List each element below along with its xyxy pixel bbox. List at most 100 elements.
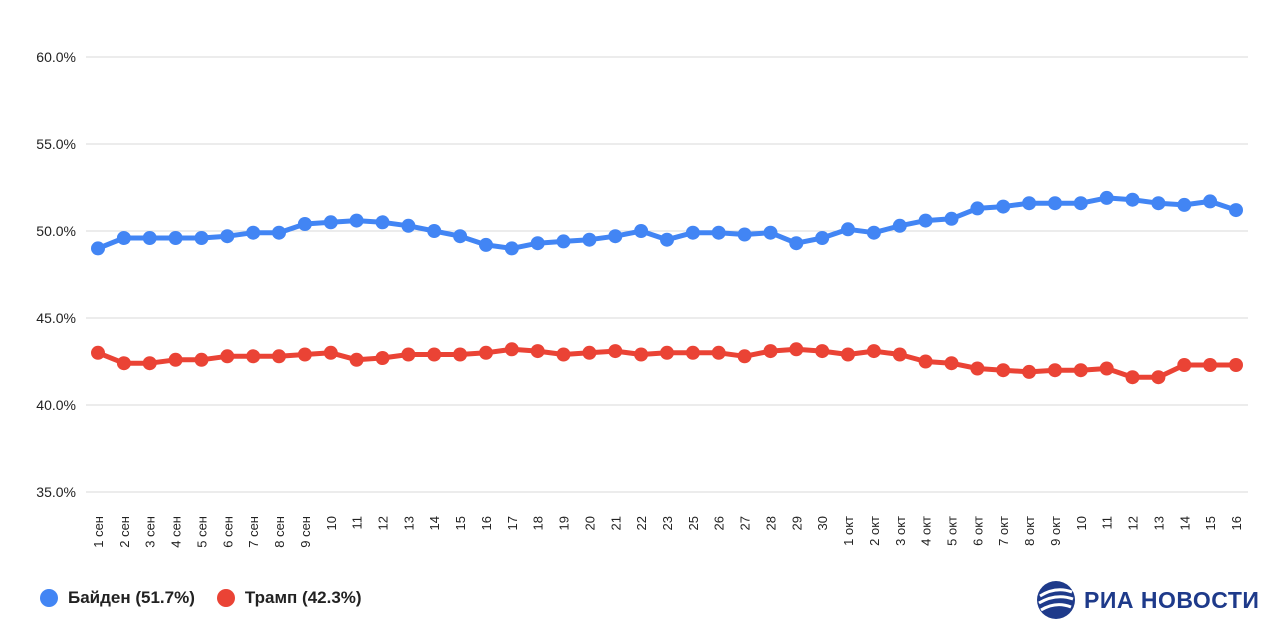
y-tick-label: 55.0% [36,136,76,152]
x-tick-label: 27 [738,516,753,530]
data-point [1125,370,1140,385]
data-point [660,345,674,360]
series-1 [91,342,1243,385]
data-point [1099,361,1114,376]
data-point [1022,196,1037,211]
data-point [1177,197,1192,212]
x-tick-label: 11 [1100,516,1115,530]
x-tick-label: 13 [401,516,416,530]
x-tick-label: 14 [427,516,442,530]
data-point [297,217,312,231]
legend-item-biden: Байден (51.7%) [40,588,195,608]
x-tick-label: 8 окт [1022,516,1037,546]
data-point [116,231,131,245]
x-tick-label: 14 [1177,516,1192,530]
data-point [608,229,623,244]
x-axis-ticks: 1 сен 2 сен 3 сен 4 сен 5 сен 6 сен 7 сен 8 сен… [91,516,1244,548]
data-point [479,345,493,360]
data-point [944,211,959,226]
x-tick-label: 5 окт [945,516,960,546]
data-point [91,241,105,256]
data-point [815,231,830,245]
data-point [1229,358,1243,372]
x-tick-label: 26 [712,516,727,530]
data-point [608,344,623,359]
x-tick-label: 1 окт [841,516,856,546]
data-point [841,347,855,362]
x-tick-label: 13 [1151,516,1166,530]
x-tick-label: 2 сен [117,516,132,548]
data-point [142,231,157,245]
data-point [711,345,726,360]
legend-label-trump: Трамп (42.3%) [244,588,362,607]
data-point [789,342,804,357]
data-point [763,344,778,359]
data-point [427,347,442,362]
data-point [918,354,933,369]
logo-text: РИА НОВОСТИ [1084,586,1260,613]
legend: Байден (51.7%) Трамп (42.3%) [40,588,362,608]
data-point [297,347,312,362]
data-point [1099,190,1114,205]
data-point [996,199,1011,214]
data-point [220,229,235,244]
data-point [1203,194,1218,209]
x-tick-label: 6 окт [970,516,985,546]
data-point [323,345,338,360]
x-tick-label: 16 [1229,516,1244,530]
data-point [401,347,416,362]
data-point [1048,363,1062,378]
data-point [944,356,959,371]
data-point [246,225,261,240]
x-tick-label: 25 [686,516,701,530]
data-point [685,345,700,360]
y-axis-ticks: 35.0% 40.0% 45.0% 50.0% 55.0% 60.0% [36,49,76,500]
x-tick-label: 6 сен [220,516,235,548]
data-point [918,213,933,228]
x-tick-label: 18 [531,516,546,530]
data-point [349,352,364,367]
data-point [349,213,364,228]
data-point [1151,196,1166,211]
data-point [246,349,261,364]
data-point [841,222,855,237]
y-tick-label: 50.0% [36,223,76,239]
x-tick-label: 3 окт [893,516,908,546]
data-point [1203,358,1218,372]
data-point [556,347,571,362]
data-point [582,345,597,360]
data-point [168,352,183,367]
line-chart: 35.0% 40.0% 45.0% 50.0% 55.0% 60.0% 1 сен 2 се… [36,49,1248,548]
x-tick-label: 17 [505,516,520,530]
data-point [272,225,286,240]
data-point [866,344,881,359]
y-tick-label: 35.0% [36,484,76,500]
legend-dot-biden [40,589,58,607]
data-point [1048,196,1062,211]
data-point [504,241,519,256]
data-point [194,352,209,367]
legend-dot-trump [216,589,235,607]
x-tick-label: 16 [479,516,494,530]
data-point [660,232,674,247]
x-tick-label: 15 [453,516,468,530]
data-point [142,356,157,371]
data-point [763,225,778,240]
grid-lines [86,56,1248,493]
x-tick-label: 4 окт [919,516,934,546]
x-tick-label: 10 [324,516,339,530]
data-point [892,218,907,233]
data-point [556,234,571,249]
data-point [530,344,545,359]
x-tick-label: 3 сен [143,516,158,548]
data-point [1151,370,1166,385]
x-tick-label: 9 окт [1048,516,1063,546]
x-tick-label: 12 [1126,516,1141,530]
x-tick-label: 1 сен [91,516,106,548]
ria-logo: РИА НОВОСТИ [1036,580,1259,620]
data-point [685,225,700,240]
x-tick-label: 28 [763,516,778,530]
data-point [970,201,985,216]
x-tick-label: 4 сен [169,516,184,548]
x-tick-label: 5 сен [194,516,209,548]
